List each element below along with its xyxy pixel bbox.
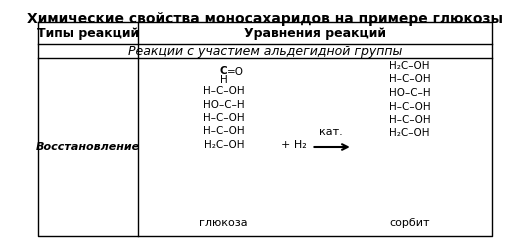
Text: H–C–OH: H–C–OH <box>203 113 245 123</box>
Text: H: H <box>220 75 228 85</box>
Text: H₂C–OH: H₂C–OH <box>204 140 244 150</box>
Text: HO–C–H: HO–C–H <box>203 100 245 109</box>
Text: HO–C–H: HO–C–H <box>389 88 430 98</box>
Text: =O: =O <box>227 67 244 77</box>
Text: H–C–OH: H–C–OH <box>203 86 245 96</box>
Text: Типы реакций: Типы реакций <box>37 26 139 40</box>
Text: глюкоза: глюкоза <box>199 218 248 228</box>
Text: Уравнения реакций: Уравнения реакций <box>244 26 386 40</box>
Text: H–C–OH: H–C–OH <box>389 115 430 125</box>
Text: H–C–OH: H–C–OH <box>203 126 245 137</box>
Text: H₂C–OH: H₂C–OH <box>390 61 430 71</box>
Text: C: C <box>220 66 227 76</box>
Text: Реакции с участием альдегидной группы: Реакции с участием альдегидной группы <box>128 44 402 58</box>
Text: H–C–OH: H–C–OH <box>389 102 430 112</box>
Text: H₂C–OH: H₂C–OH <box>390 128 430 138</box>
Text: + H₂: + H₂ <box>281 140 307 150</box>
Text: кат.: кат. <box>319 127 342 137</box>
Text: сорбит: сорбит <box>390 218 430 228</box>
Text: Восстановление: Восстановление <box>36 142 140 152</box>
Text: H–C–OH: H–C–OH <box>389 74 430 84</box>
Text: Химические свойства моносахаридов на примере глюкозы: Химические свойства моносахаридов на при… <box>27 12 503 26</box>
